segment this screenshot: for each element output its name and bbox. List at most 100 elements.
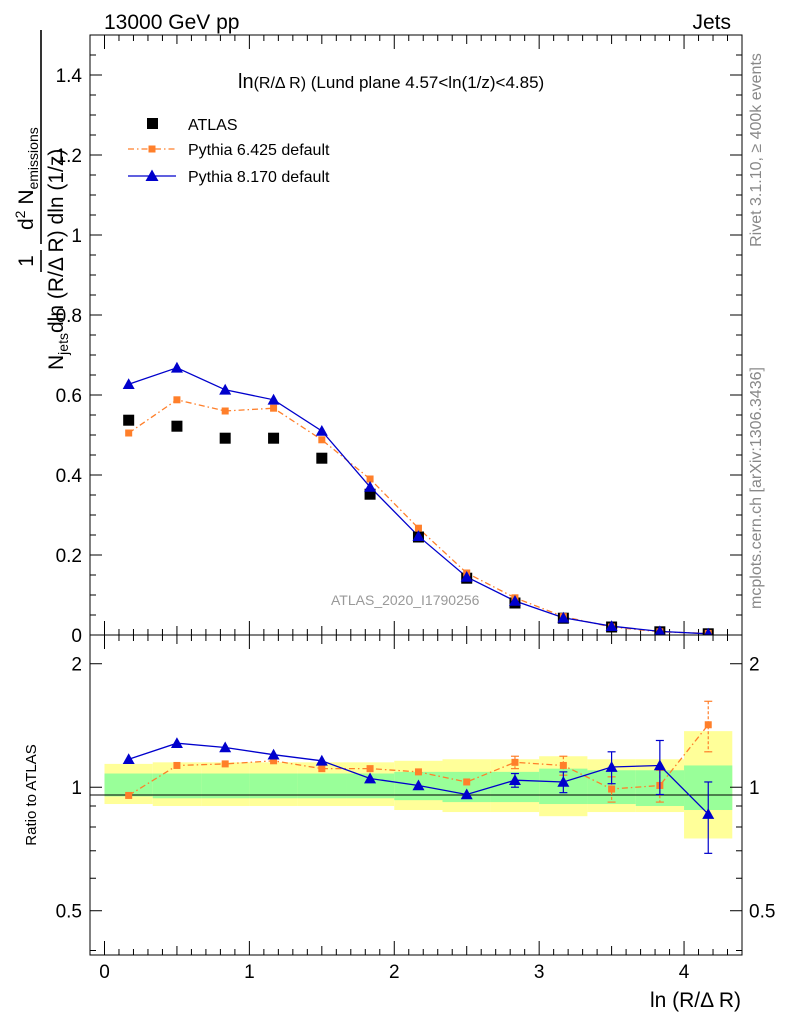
ratio-y-tick-label: 0.5 bbox=[56, 902, 82, 923]
pythia6-ratio-point bbox=[463, 778, 471, 786]
pythia8-point bbox=[267, 393, 280, 405]
legend-entry-pythia8: Pythia 8.170 default bbox=[128, 169, 330, 186]
ylabel-numerator-one: 1 bbox=[15, 255, 38, 267]
ratio-band-inner bbox=[249, 773, 298, 799]
ylabel-den-n: N bbox=[45, 355, 68, 370]
pythia6-point bbox=[318, 436, 326, 444]
title-ratio: (R/Δ R) bbox=[254, 75, 306, 92]
pythia8-ratio-point bbox=[122, 753, 135, 765]
main-y-tick-label: 0.6 bbox=[56, 386, 82, 407]
atlas-data-point bbox=[364, 488, 376, 500]
main-series-layer bbox=[122, 361, 714, 635]
ylabel-denominator-1: Njetsdln (R/Δ R) dln (1/z) bbox=[45, 149, 71, 370]
pythia6-ratio-point bbox=[270, 757, 278, 765]
pythia6-ratio-point bbox=[704, 721, 712, 729]
rivet-version-label: Rivet 3.1.10, ≥ 400k events bbox=[748, 53, 765, 247]
pythia8-ratio-point bbox=[219, 741, 232, 753]
mcplots-credit-label: mcplots.cern.ch [arXiv:1306.3436] bbox=[748, 367, 765, 609]
pythia8-ratio-point bbox=[653, 759, 666, 771]
legend-pythia6-marker bbox=[148, 145, 156, 153]
ratio-band-inner bbox=[297, 773, 347, 799]
legend-pythia8-marker bbox=[145, 169, 159, 181]
title-rest: (Lund plane 4.57<ln(1/z)<4.85) bbox=[306, 73, 544, 92]
ratio-series-layer bbox=[122, 700, 715, 854]
x-axis-label: ln (R/Δ R) bbox=[650, 989, 741, 1012]
legend-atlas-label: ATLAS bbox=[188, 117, 238, 134]
main-plot-title: ln(R/Δ R) (Lund plane 4.57<ln(1/z)<4.85) bbox=[238, 71, 544, 93]
main-y-tick-label: 0.2 bbox=[56, 546, 82, 567]
pythia6-point bbox=[414, 524, 422, 532]
pythia6-ratio-point bbox=[559, 761, 567, 769]
ylabel-den-sub: jets bbox=[55, 333, 71, 356]
legend-atlas-marker bbox=[147, 118, 158, 129]
pythia6-point bbox=[125, 429, 133, 437]
pythia6-point bbox=[270, 404, 278, 412]
main-y-tick-label: 0.8 bbox=[56, 306, 82, 327]
ratio-y-tick-label: 2 bbox=[71, 655, 82, 676]
ylabel-num-sub: emissions bbox=[25, 127, 41, 189]
x-tick-label: 1 bbox=[244, 962, 255, 983]
x-tick-label: 4 bbox=[679, 962, 690, 983]
legend-pythia8-label: Pythia 8.170 default bbox=[188, 169, 330, 186]
ylabel-num-n: N bbox=[15, 190, 38, 211]
analysis-watermark: ATLAS_2020_I1790256 bbox=[331, 592, 480, 608]
pythia8-point bbox=[654, 625, 666, 635]
header-energy-label: 13000 GeV pp bbox=[104, 11, 239, 34]
main-y-tick-label: 0 bbox=[71, 626, 82, 647]
pythia6-point bbox=[366, 475, 374, 483]
ratio-band-inner bbox=[201, 773, 250, 799]
pythia8-ratio-point bbox=[460, 788, 473, 800]
ratio-panel-frame bbox=[89, 634, 743, 956]
ratio-y-tick-label: 1 bbox=[71, 778, 82, 799]
main-panel: 0 0.2 0.4 0.6 0.8 1 1.2 1.4 ln(R/Δ R) (Lund pla… bbox=[12, 30, 743, 647]
main-y-tick-label: 1.4 bbox=[56, 66, 83, 87]
ylabel-num-sup: 2 bbox=[12, 210, 28, 218]
pythia8-ratio-point bbox=[557, 775, 570, 787]
pythia6-ratio-point bbox=[366, 765, 374, 773]
pythia8-point bbox=[557, 611, 570, 623]
main-y-axis: 0 0.2 0.4 0.6 0.8 1 1.2 1.4 bbox=[56, 34, 742, 647]
legend: ATLAS Pythia 6.425 default Pythia 8.170 … bbox=[128, 117, 330, 186]
main-x-ticks bbox=[103, 35, 743, 635]
pythia8-point bbox=[315, 425, 328, 436]
pythia8-point bbox=[460, 571, 473, 582]
ratio-panel: 0.5 0.5 1 1 2 2 0 1 2 3 4 Ratio to ATLAS ln (R/Δ … bbox=[23, 634, 775, 1012]
pythia6-ratio-point bbox=[173, 761, 181, 769]
pythia8-point bbox=[704, 627, 713, 635]
ratio-y-axis-label: Ratio to ATLAS bbox=[23, 744, 40, 845]
ratio-y-tick-label-right: 1 bbox=[749, 778, 760, 799]
pythia6-point bbox=[173, 396, 181, 404]
pythia8-ratio-point bbox=[267, 748, 280, 760]
pythia6-ratio-point bbox=[125, 791, 133, 799]
atlas-data-point bbox=[316, 452, 328, 464]
ylabel-den-rest: dln (R/Δ R) dln (1/z) bbox=[45, 149, 68, 333]
pythia6-ratio-point bbox=[511, 758, 519, 766]
ylabel-num-d: d bbox=[15, 218, 38, 230]
pythia8-ratio-point bbox=[702, 808, 715, 819]
pythia6-ratio-point bbox=[221, 760, 229, 768]
ratio-band-inner bbox=[104, 773, 153, 797]
ratio-band-inner bbox=[152, 773, 202, 799]
header-process-label: Jets bbox=[692, 11, 731, 34]
atlas-data-point bbox=[219, 432, 231, 444]
title-ln: ln bbox=[238, 71, 254, 93]
pythia8-point bbox=[122, 378, 135, 389]
pythia6-ratio-point bbox=[318, 765, 326, 773]
pythia8-ratio-point bbox=[508, 774, 521, 786]
main-y-tick-label: 1 bbox=[71, 226, 82, 247]
legend-pythia6-label: Pythia 6.425 default bbox=[188, 142, 330, 159]
pythia8-point bbox=[170, 361, 183, 373]
x-tick-label: 0 bbox=[99, 962, 110, 983]
main-y-tick-label: 1.2 bbox=[56, 146, 82, 167]
ylabel-numerator: d2 Nemissions bbox=[12, 127, 41, 230]
legend-entry-pythia6: Pythia 6.425 default bbox=[128, 142, 330, 159]
pythia6-ratio-point bbox=[414, 768, 422, 776]
pythia8-point bbox=[508, 595, 521, 606]
x-tick-label: 2 bbox=[389, 962, 400, 983]
atlas-data-point bbox=[268, 432, 280, 444]
ratio-y-tick-label-right: 0.5 bbox=[749, 902, 775, 923]
pythia8-ratio-point bbox=[170, 737, 183, 749]
ratio-y-axis: 0.5 0.5 1 1 2 2 bbox=[56, 655, 775, 951]
pythia8-ratio-point bbox=[315, 754, 328, 766]
